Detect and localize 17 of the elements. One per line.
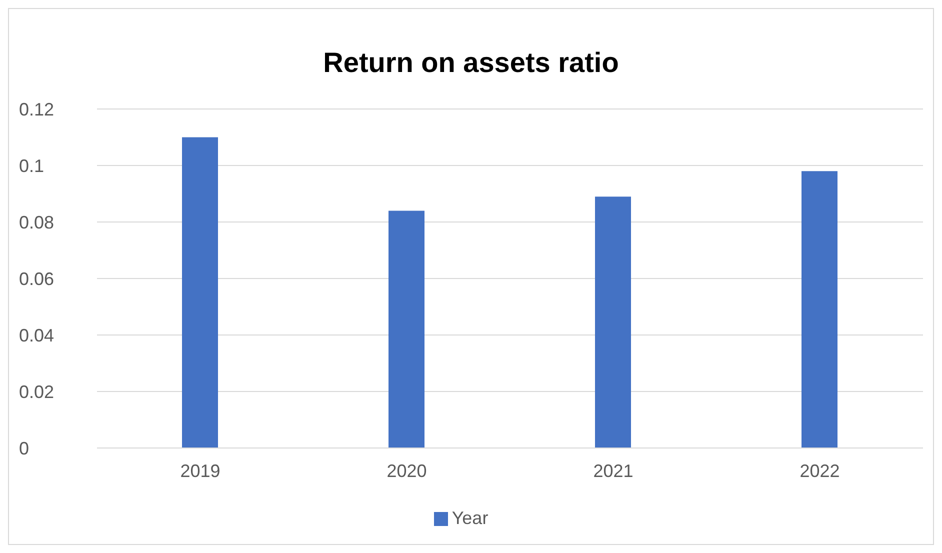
x-tick-label: 2019 <box>180 460 220 481</box>
y-tick-label: 0.02 <box>19 382 54 402</box>
legend-label: Year <box>452 508 488 528</box>
bar <box>388 210 424 448</box>
bar <box>595 196 631 448</box>
y-tick-label: 0.1 <box>19 156 44 176</box>
y-tick-label: 0.12 <box>19 99 54 120</box>
x-tick-label: 2022 <box>800 460 840 481</box>
x-tick-label: 2020 <box>386 460 427 481</box>
y-tick-label: 0.04 <box>19 325 54 346</box>
y-tick-label: 0.08 <box>19 212 54 232</box>
x-tick-label: 2021 <box>593 460 634 481</box>
bar <box>802 171 838 448</box>
chart-title: Return on assets ratio <box>322 47 620 79</box>
y-tick-label: 0 <box>19 438 30 458</box>
bar <box>182 137 218 448</box>
y-tick-label: 0.06 <box>19 268 54 289</box>
